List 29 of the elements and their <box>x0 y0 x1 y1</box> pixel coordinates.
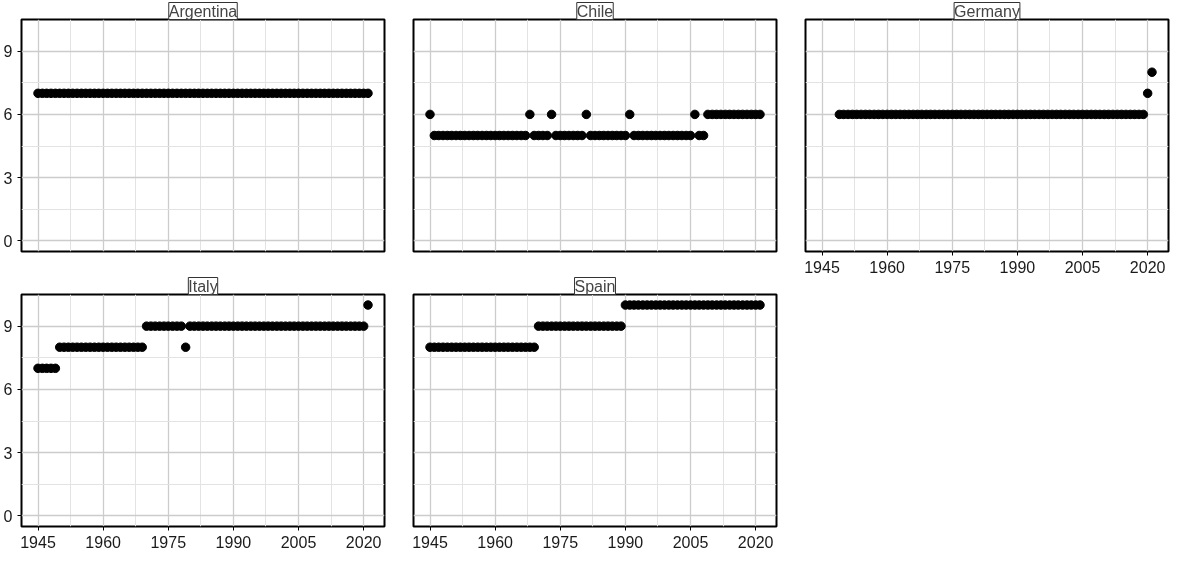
y-tick-label: 3 <box>3 169 13 187</box>
x-tick-label: 1945 <box>804 258 840 276</box>
y-tick-label: 9 <box>3 43 13 61</box>
x-tick-label: 1960 <box>477 533 514 551</box>
x-tick-label: 1945 <box>20 533 56 551</box>
x-tick-label: 1975 <box>150 533 187 551</box>
x-tick-label: 2005 <box>1064 258 1101 276</box>
y-tick-label: 9 <box>3 318 13 336</box>
x-tick-label: 1990 <box>999 258 1036 276</box>
x-tick-label: 2020 <box>737 533 774 551</box>
chart-title: Argentina <box>168 2 238 20</box>
chart-title: Spain <box>574 277 616 295</box>
x-tick-label: 2005 <box>672 533 709 551</box>
y-tick-label: 6 <box>3 381 13 399</box>
x-tick-label: 2020 <box>1129 258 1166 276</box>
chart-title: Chile <box>576 2 614 20</box>
x-tick-label: 1960 <box>85 533 122 551</box>
x-tick-label: 1975 <box>934 258 971 276</box>
y-tick-label: 6 <box>3 106 13 124</box>
x-tick-label: 1975 <box>542 533 579 551</box>
x-tick-label: 1990 <box>215 533 252 551</box>
y-tick-label: 3 <box>3 444 13 462</box>
x-tick-label: 2005 <box>280 533 317 551</box>
x-tick-label: 1960 <box>869 258 906 276</box>
x-tick-label: 2020 <box>345 533 382 551</box>
x-tick-label: 1990 <box>607 533 644 551</box>
x-tick-label: 1945 <box>412 533 448 551</box>
y-tick-label: 0 <box>3 232 13 250</box>
y-tick-label: 0 <box>3 507 13 525</box>
